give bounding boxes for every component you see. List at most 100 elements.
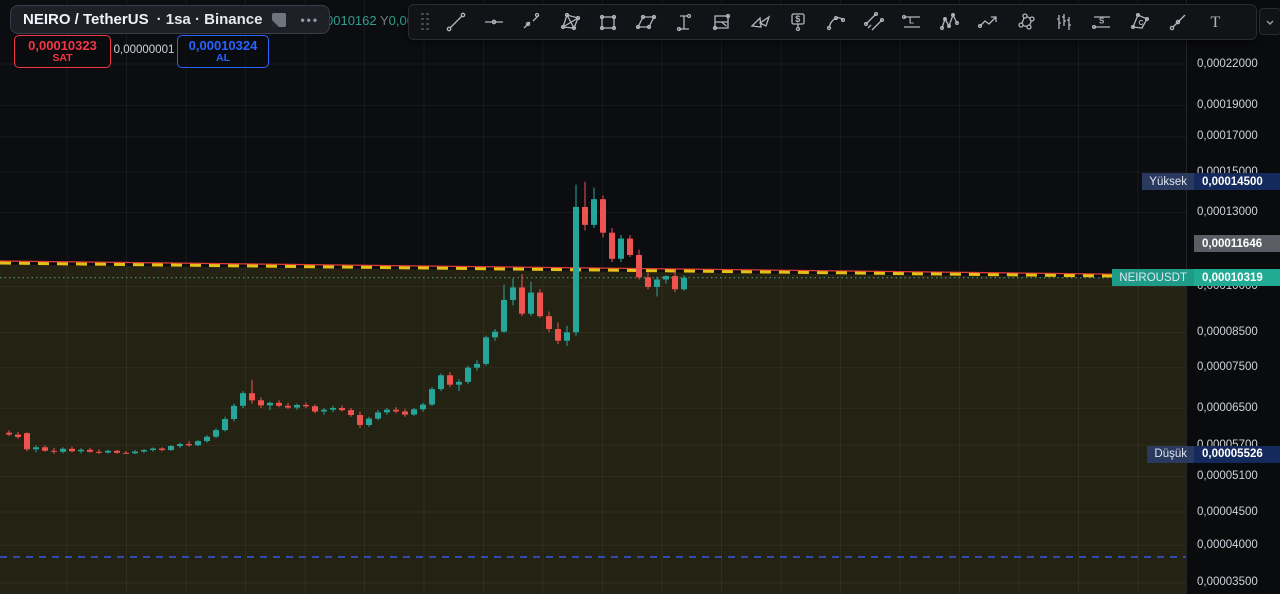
tool-parallel-channel-button[interactable] <box>862 8 886 36</box>
svg-text:C: C <box>1139 20 1144 27</box>
candle-body <box>69 448 75 452</box>
tool-horizontal-line-button[interactable] <box>482 8 506 36</box>
price-axis-tick: 0,00004500 <box>1197 505 1258 518</box>
candle-body <box>429 389 435 405</box>
tool-trend-arrow-button[interactable] <box>976 8 1000 36</box>
price-axis-tick: 0,00017000 <box>1197 130 1258 143</box>
sell-button[interactable]: 0,00010323 SAT <box>14 35 111 68</box>
svg-text:T: T <box>1211 14 1221 31</box>
tool-xabcd-pattern-button[interactable] <box>558 8 582 36</box>
tool-cross-line-button[interactable] <box>520 8 544 36</box>
price-axis-tick: 0,00008500 <box>1197 325 1258 338</box>
tool-triangle-pattern-button[interactable] <box>748 8 772 36</box>
candle-body <box>555 329 561 341</box>
chevron-down-icon <box>1266 20 1274 25</box>
price-axis-tick: 0,00003500 <box>1197 576 1258 589</box>
ray-icon <box>1169 14 1186 31</box>
candle-body <box>600 199 606 233</box>
candle-body <box>312 406 318 412</box>
tool-projection-button[interactable] <box>710 8 734 36</box>
sell-label: SAT <box>52 51 73 64</box>
last-price-label-name: NEIROUSDT <box>1112 269 1194 287</box>
symbol-pill[interactable]: NEIRO / TetherUS · 1sa · Binance ••• <box>10 5 331 34</box>
svg-text:S: S <box>1099 17 1105 26</box>
tool-long-position-button[interactable]: L <box>900 8 924 36</box>
xabcd-pattern-icon <box>560 12 581 31</box>
red-trendline[interactable] <box>0 260 1186 276</box>
tool-price-label-button[interactable]: $ <box>786 8 810 36</box>
candle-body <box>195 441 201 446</box>
spread-value: 0,00000001 <box>113 44 175 56</box>
date-price-range-icon <box>676 13 692 32</box>
candle-body <box>645 277 651 287</box>
candle-body <box>609 232 615 259</box>
candle-body <box>537 292 543 317</box>
price-axis-tick: 0,00013000 <box>1197 206 1258 219</box>
more-options-button[interactable]: ••• <box>300 12 320 27</box>
projection-icon <box>712 13 731 31</box>
candle-body <box>393 409 399 412</box>
yellow-trendline[interactable] <box>0 261 1186 279</box>
tool-cycle-pattern-button[interactable] <box>1014 8 1038 36</box>
candle-body <box>276 402 282 406</box>
cycle-pattern-icon <box>1018 13 1035 30</box>
elliott-wave-icon <box>940 13 959 30</box>
candle-body <box>204 436 210 442</box>
candle-body <box>528 292 534 314</box>
level-price-label-value: 0,00011646 <box>1194 235 1280 253</box>
tool-cypher-pattern-button[interactable]: C <box>1128 8 1152 36</box>
parallel-channel-icon <box>863 11 885 31</box>
parallelogram-icon <box>635 14 657 30</box>
toolbar-drag-handle[interactable] <box>421 12 430 32</box>
candle-body <box>591 199 597 225</box>
tool-elliott-wave-button[interactable] <box>938 8 962 36</box>
candle-body <box>177 444 183 447</box>
candle-body <box>294 404 300 408</box>
low-price-label-name: Düşük <box>1147 445 1194 463</box>
tool-parallelogram-button[interactable] <box>634 8 658 36</box>
candle-body <box>321 409 327 412</box>
candle-body <box>636 254 642 278</box>
arc-icon <box>826 15 846 31</box>
price-axis-tick: 0,00006500 <box>1197 401 1258 414</box>
candle-body <box>114 450 120 453</box>
candle-body <box>501 299 507 332</box>
rectangle-icon <box>599 14 617 31</box>
candle-body <box>123 452 129 454</box>
tool-arc-button[interactable] <box>824 8 848 36</box>
price-axis-tick: 0,00022000 <box>1197 57 1258 70</box>
tool-bars-pattern-button[interactable] <box>1052 8 1076 36</box>
candle-body <box>231 405 237 420</box>
candlestick-chart[interactable] <box>0 0 1186 594</box>
low-price-label-value: 0,00005526 <box>1194 445 1280 463</box>
candle-body <box>213 430 219 437</box>
panel-flag-icon[interactable] <box>270 11 288 29</box>
price-axis[interactable]: 0,00022000 0,00019000 0,00017000 0,00015000… <box>1186 0 1280 594</box>
candle-body <box>474 363 480 368</box>
price-axis-tick: 0,00004000 <box>1197 538 1258 551</box>
toolbar-expand-button[interactable] <box>1259 8 1280 35</box>
price-axis-tick: 0,00019000 <box>1197 98 1258 111</box>
tool-trend-line-button[interactable] <box>444 8 468 36</box>
tool-date-price-range-button[interactable] <box>672 8 696 36</box>
candle-body <box>150 448 156 451</box>
buy-button[interactable]: 0,00010324 AL <box>177 35 269 68</box>
long-position-icon: L <box>901 14 920 28</box>
candle-body <box>132 451 138 454</box>
price-axis-tick: 0,00005100 <box>1197 470 1258 483</box>
tool-text-button[interactable]: T <box>1204 8 1228 36</box>
candle-body <box>672 276 678 290</box>
candle-body <box>168 446 174 451</box>
candle-body <box>339 407 345 411</box>
candle-body <box>402 411 408 415</box>
tool-rectangle-button[interactable] <box>596 8 620 36</box>
candle-body <box>15 434 21 437</box>
tool-ray-button[interactable] <box>1166 8 1190 36</box>
candle-body <box>627 238 633 255</box>
trend-line-icon <box>446 12 466 32</box>
candle-body <box>420 404 426 410</box>
drawing-toolbar: $ L S C T <box>408 4 1257 40</box>
candle-body <box>681 277 687 290</box>
candle-body <box>483 337 489 364</box>
tool-short-position-button[interactable]: S <box>1090 8 1114 36</box>
